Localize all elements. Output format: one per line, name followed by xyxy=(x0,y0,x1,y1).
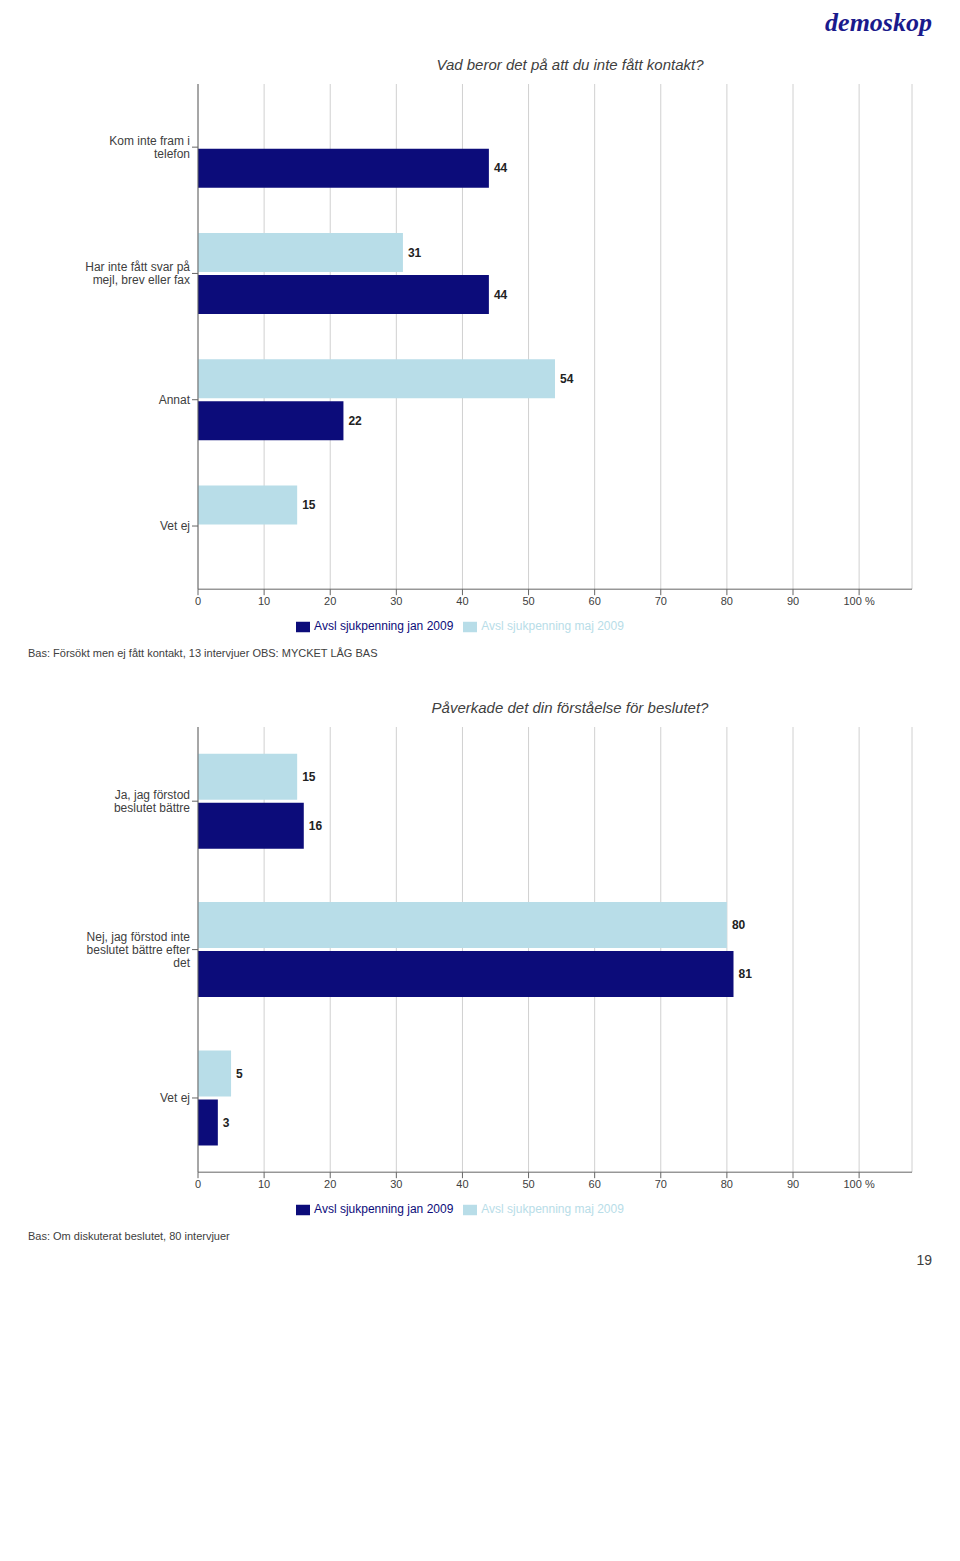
html-text:Avsl sjukpenning jan 2009: Avsl sjukpenning jan 2009 xyxy=(314,1202,454,1217)
svg-text:80: 80 xyxy=(732,918,746,932)
svg-text:20: 20 xyxy=(324,595,336,607)
svg-text:Annat: Annat xyxy=(159,393,191,407)
svg-text:15: 15 xyxy=(302,770,316,784)
html-text:Bas: Om diskuterat beslutet, 8: Bas: Om diskuterat beslutet, 80 intervju… xyxy=(28,1230,230,1242)
svg-text:44: 44 xyxy=(494,288,508,302)
svg-text:Kom inte fram itelefon: Kom inte fram itelefon xyxy=(109,134,190,161)
svg-text:Har inte fått svar påmejl, bre: Har inte fått svar påmejl, brev eller fa… xyxy=(85,260,190,287)
svg-text:81: 81 xyxy=(739,967,753,981)
svg-text:31: 31 xyxy=(408,246,422,260)
svg-text:40: 40 xyxy=(456,595,468,607)
svg-text:90: 90 xyxy=(787,1178,799,1190)
svg-text:100 %: 100 % xyxy=(844,1178,875,1190)
svg-text:60: 60 xyxy=(589,1178,601,1190)
html-text:Avsl sjukpenning maj 2009: Avsl sjukpenning maj 2009 xyxy=(481,619,624,634)
svg-text:10: 10 xyxy=(258,595,270,607)
svg-text:30: 30 xyxy=(390,1178,402,1190)
svg-text:40: 40 xyxy=(456,1178,468,1190)
html-text:Avsl sjukpenning jan 2009: Avsl sjukpenning jan 2009 xyxy=(314,619,454,634)
svg-text:0: 0 xyxy=(195,595,201,607)
svg-text:20: 20 xyxy=(324,1178,336,1190)
svg-text:5: 5 xyxy=(236,1067,243,1081)
svg-text:30: 30 xyxy=(390,595,402,607)
svg-text:100 %: 100 % xyxy=(844,595,875,607)
html-text:demoskop: demoskop xyxy=(825,8,932,37)
svg-text:70: 70 xyxy=(655,1178,667,1190)
svg-text:10: 10 xyxy=(258,1178,270,1190)
svg-text:Nej, jag förstod intebeslutet: Nej, jag förstod intebeslutet bättre eft… xyxy=(87,930,191,970)
svg-text:Vet ej: Vet ej xyxy=(160,519,190,533)
svg-text:Ja, jag förstodbeslutet bättre: Ja, jag förstodbeslutet bättre xyxy=(114,788,190,815)
html-text:Bas: Försökt men ej fått konta: Bas: Försökt men ej fått kontakt, 13 int… xyxy=(28,647,378,659)
html-text:Avsl sjukpenning maj 2009: Avsl sjukpenning maj 2009 xyxy=(481,1202,624,1217)
svg-text:54: 54 xyxy=(560,372,574,386)
svg-text:0: 0 xyxy=(195,1178,201,1190)
html-text:Vad beror det på att du inte f: Vad beror det på att du inte fått kontak… xyxy=(436,56,704,73)
svg-text:90: 90 xyxy=(787,595,799,607)
html-text:19: 19 xyxy=(916,1252,932,1268)
svg-text:16: 16 xyxy=(309,819,323,833)
svg-text:3: 3 xyxy=(223,1116,230,1130)
svg-text:50: 50 xyxy=(522,1178,534,1190)
svg-text:80: 80 xyxy=(721,1178,733,1190)
svg-text:44: 44 xyxy=(494,161,508,175)
svg-text:70: 70 xyxy=(655,595,667,607)
svg-text:22: 22 xyxy=(348,414,362,428)
svg-text:50: 50 xyxy=(522,595,534,607)
svg-text:15: 15 xyxy=(302,498,316,512)
html-text:Påverkade det din förståelse f: Påverkade det din förståelse för beslute… xyxy=(431,699,709,716)
svg-text:60: 60 xyxy=(589,595,601,607)
svg-text:Vet ej: Vet ej xyxy=(160,1091,190,1105)
svg-text:80: 80 xyxy=(721,595,733,607)
